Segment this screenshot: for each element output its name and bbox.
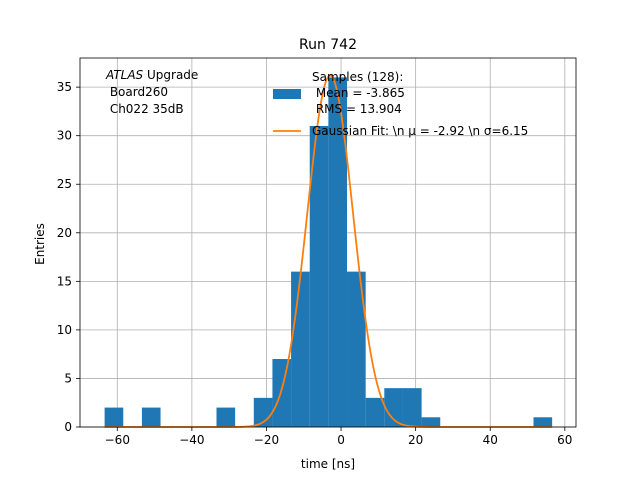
annotation-line-1: ATLAS Upgrade: [105, 68, 198, 82]
y-tick-label: 15: [57, 274, 72, 288]
legend-hist-swatch: [273, 89, 301, 99]
y-tick-label: 0: [64, 420, 72, 434]
histogram-bar: [402, 388, 422, 427]
legend-hist-line-2: Mean = -3.865: [312, 86, 405, 100]
histogram-bar: [216, 407, 236, 427]
annotation-atlas-italic: ATLAS: [105, 68, 144, 82]
annotation-upgrade: Upgrade: [143, 68, 198, 82]
x-axis-label: time [ns]: [301, 457, 355, 471]
y-tick-label: 35: [57, 80, 72, 94]
chart-title: Run 742: [299, 37, 357, 53]
x-tick-label: 60: [557, 433, 572, 447]
histogram-bar: [421, 417, 441, 427]
y-tick-label: 10: [57, 323, 72, 337]
y-tick-label: 25: [57, 177, 72, 191]
x-tick-label: 20: [408, 433, 423, 447]
histogram-bar: [141, 407, 161, 427]
x-tick-label: −40: [179, 433, 204, 447]
histogram-bar: [365, 397, 385, 427]
atlas-annotation: ATLAS Upgrade Board260 Ch022 35dB: [105, 68, 198, 116]
y-tick-label: 30: [57, 129, 72, 143]
histogram-bar: [291, 271, 310, 427]
legend: Samples (128): Mean = -3.865 RMS = 13.90…: [273, 70, 528, 138]
histogram-bar: [309, 125, 329, 427]
x-tick-label: −60: [105, 433, 130, 447]
histogram-bars: [104, 77, 553, 427]
histogram-bar: [253, 397, 273, 427]
histogram-bar: [347, 271, 366, 427]
histogram-bar: [272, 359, 292, 427]
histogram-bar: [104, 407, 124, 427]
y-tick-label: 20: [57, 226, 72, 240]
legend-hist-line-3: RMS = 13.904: [312, 102, 402, 116]
x-tick-label: −20: [254, 433, 279, 447]
histogram-bar: [384, 388, 403, 427]
y-axis-label: Entries: [33, 223, 47, 265]
annotation-line-3: Ch022 35dB: [106, 102, 184, 116]
x-tick-label: 0: [337, 433, 345, 447]
plot-frame: [79, 57, 577, 428]
x-axis-ticks: −60 −40 −20 0 20 40 60: [105, 427, 572, 447]
annotation-line-2: Board260: [106, 85, 168, 99]
histogram-bar: [533, 417, 553, 427]
y-tick-label: 5: [64, 371, 72, 385]
histogram-bar: [328, 77, 348, 427]
legend-fit-label: Gaussian Fit: \n μ = -2.92 \n σ=6.15: [312, 124, 528, 138]
y-axis-ticks: 0 5 10 15 20 25 30 35: [57, 80, 80, 434]
x-tick-label: 40: [483, 433, 498, 447]
legend-hist-line-1: Samples (128):: [312, 70, 403, 84]
